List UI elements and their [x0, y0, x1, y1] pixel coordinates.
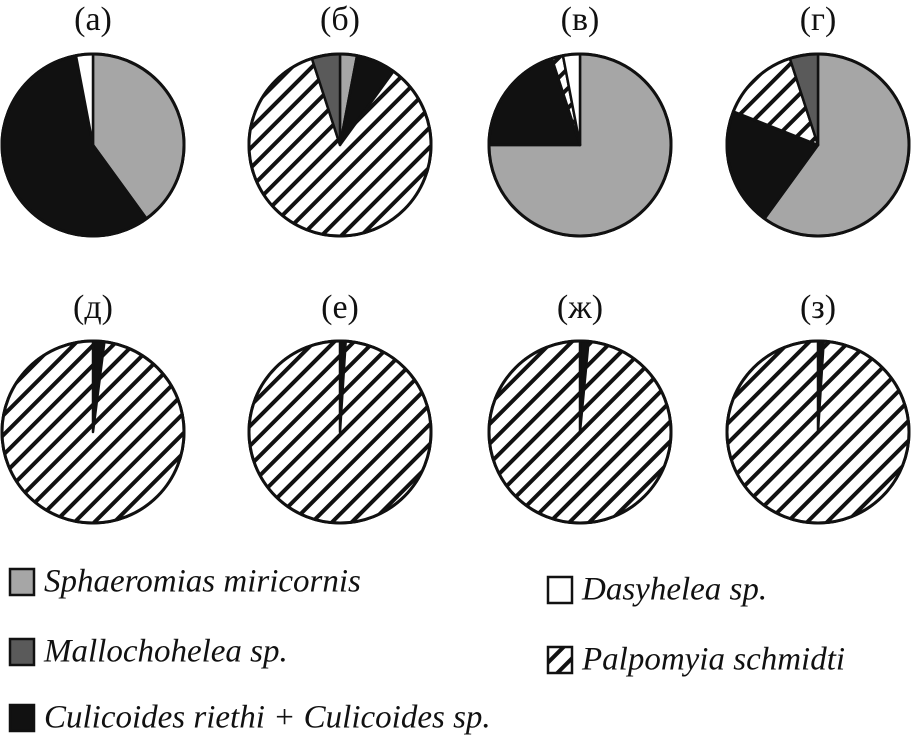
legend-label: Palpomyia schmidti	[581, 642, 845, 678]
legend-swatch	[546, 645, 574, 675]
pie-title: (а)	[74, 1, 112, 38]
pie-border	[725, 339, 911, 525]
pie-border	[0, 52, 186, 238]
legend-swatch	[8, 637, 36, 667]
pie-title: (г)	[800, 1, 837, 38]
legend-swatch	[546, 575, 574, 605]
pie-border	[247, 52, 433, 238]
pie-border	[725, 52, 911, 238]
pie-title: (з)	[800, 289, 836, 326]
pie-title: (д)	[73, 289, 113, 326]
pie-border	[247, 339, 433, 525]
pie-border	[487, 52, 673, 238]
legend-label: Dasyhelea sp.	[581, 572, 767, 608]
legend-label: Culicoides riethi + Culicoides sp.	[44, 700, 491, 736]
pie-title: (в)	[561, 1, 600, 38]
pie-title: (ж)	[557, 289, 603, 326]
pie-border	[487, 339, 673, 525]
legend-swatch	[8, 703, 36, 733]
pie-border	[0, 339, 186, 525]
legend-label: Sphaeromias miricornis	[44, 564, 361, 600]
pie-title: (е)	[321, 289, 359, 326]
legend-label: Mallochohelea sp.	[43, 634, 288, 670]
legend-swatch	[8, 567, 36, 597]
pie-title: (б)	[320, 1, 360, 38]
